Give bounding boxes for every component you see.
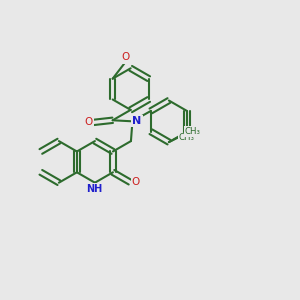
Text: O: O	[121, 53, 130, 63]
Text: CH₃: CH₃	[185, 127, 201, 136]
Text: O: O	[132, 177, 140, 187]
Text: O: O	[85, 117, 93, 128]
Text: NH: NH	[86, 184, 102, 194]
Text: N: N	[132, 116, 142, 126]
Text: O: O	[121, 52, 130, 62]
Text: CH₃: CH₃	[179, 134, 195, 142]
